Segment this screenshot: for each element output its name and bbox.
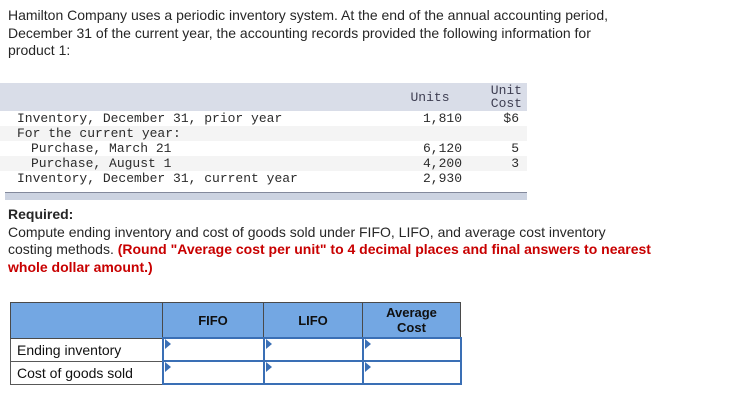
answer-table: FIFO LIFO Average Cost Ending inventory … xyxy=(10,302,462,385)
unit-cost-value: 5 xyxy=(511,141,519,156)
units-value xyxy=(395,126,465,141)
ending-inventory-row-label: Ending inventory xyxy=(10,337,163,362)
ending-inventory-average-cost-input[interactable] xyxy=(361,337,462,362)
units-value: 1,810 xyxy=(422,111,462,126)
problem-statement-line: December 31 of the current year, the acc… xyxy=(8,24,591,41)
problem-statement-line: Hamilton Company uses a periodic invento… xyxy=(8,7,609,23)
cell-marker-icon xyxy=(164,339,171,349)
table-row: Inventory, December 31, prior year 1,810… xyxy=(0,111,527,126)
required-text-red: (Round "Average cost per unit" to 4 deci… xyxy=(117,241,651,257)
problem-statement-line: product 1: xyxy=(8,42,71,58)
cost-of-goods-sold-lifo-input[interactable] xyxy=(262,360,364,385)
problem-statement: Hamilton Company uses a periodic invento… xyxy=(8,7,608,60)
lifo-column-header: LIFO xyxy=(263,302,363,339)
inventory-table-header-row: Units Unit Cost xyxy=(0,83,527,111)
answer-table-corner-header xyxy=(10,302,163,339)
row-label: For the current year: xyxy=(17,126,181,141)
required-text-black: costing methods. xyxy=(8,241,118,257)
units-value: 2,930 xyxy=(422,171,462,186)
table-row: Purchase, August 1 4,200 3 xyxy=(0,156,527,171)
units-value: 4,200 xyxy=(422,156,462,171)
required-text-line: Compute ending inventory and cost of goo… xyxy=(8,224,651,242)
required-section: Required: Compute ending inventory and c… xyxy=(8,206,651,276)
required-text-line: whole dollar amount.) xyxy=(8,259,651,277)
unit-cost-value: 3 xyxy=(511,156,519,171)
cost-of-goods-sold-fifo-input[interactable] xyxy=(161,360,265,385)
row-label: Purchase, March 21 xyxy=(31,141,172,156)
units-value: 6,120 xyxy=(422,141,462,156)
answer-table-header-row: FIFO LIFO Average Cost xyxy=(10,302,461,339)
inventory-data-table: Units Unit Cost Inventory, December 31, … xyxy=(0,83,527,186)
required-text-red: whole dollar amount.) xyxy=(8,258,153,275)
fifo-column-header: FIFO xyxy=(162,302,264,339)
unit-cost-value xyxy=(465,126,527,141)
inventory-table-corner xyxy=(0,83,395,111)
cost-of-goods-sold-average-cost-input[interactable] xyxy=(361,360,462,385)
answer-row-cost-of-goods-sold: Cost of goods sold xyxy=(10,360,462,385)
cost-of-goods-sold-row-label: Cost of goods sold xyxy=(10,360,163,385)
unit-cost-value xyxy=(465,171,527,186)
unit-cost-header-line1: Unit xyxy=(490,83,522,98)
table-horizontal-scrollbar[interactable] xyxy=(5,192,527,200)
cell-marker-icon xyxy=(164,362,171,372)
ending-inventory-lifo-input[interactable] xyxy=(262,337,364,362)
unit-cost-header-line2: Cost xyxy=(490,96,522,111)
row-label: Inventory, December 31, current year xyxy=(17,171,298,186)
units-column-header: Units xyxy=(395,83,465,111)
row-label: Inventory, December 31, prior year xyxy=(17,111,283,126)
unit-cost-value: $6 xyxy=(503,111,519,126)
unit-cost-column-header: Unit Cost xyxy=(465,83,527,111)
ending-inventory-fifo-input[interactable] xyxy=(161,337,265,362)
required-text-black: Compute ending inventory and cost of goo… xyxy=(8,223,606,240)
table-row: Purchase, March 21 6,120 5 xyxy=(0,141,527,156)
cell-marker-icon xyxy=(265,362,272,372)
table-row: For the current year: xyxy=(0,126,527,141)
required-text-line: costing methods. (Round "Average cost pe… xyxy=(8,241,651,259)
answer-row-ending-inventory: Ending inventory xyxy=(10,337,462,362)
average-cost-column-header: Average Cost xyxy=(362,302,461,339)
table-row: Inventory, December 31, current year 2,9… xyxy=(0,171,527,186)
row-label: Purchase, August 1 xyxy=(31,156,172,171)
required-heading: Required: xyxy=(8,206,74,222)
cell-marker-icon xyxy=(364,339,371,349)
cell-marker-icon xyxy=(265,339,272,349)
cell-marker-icon xyxy=(364,362,371,372)
